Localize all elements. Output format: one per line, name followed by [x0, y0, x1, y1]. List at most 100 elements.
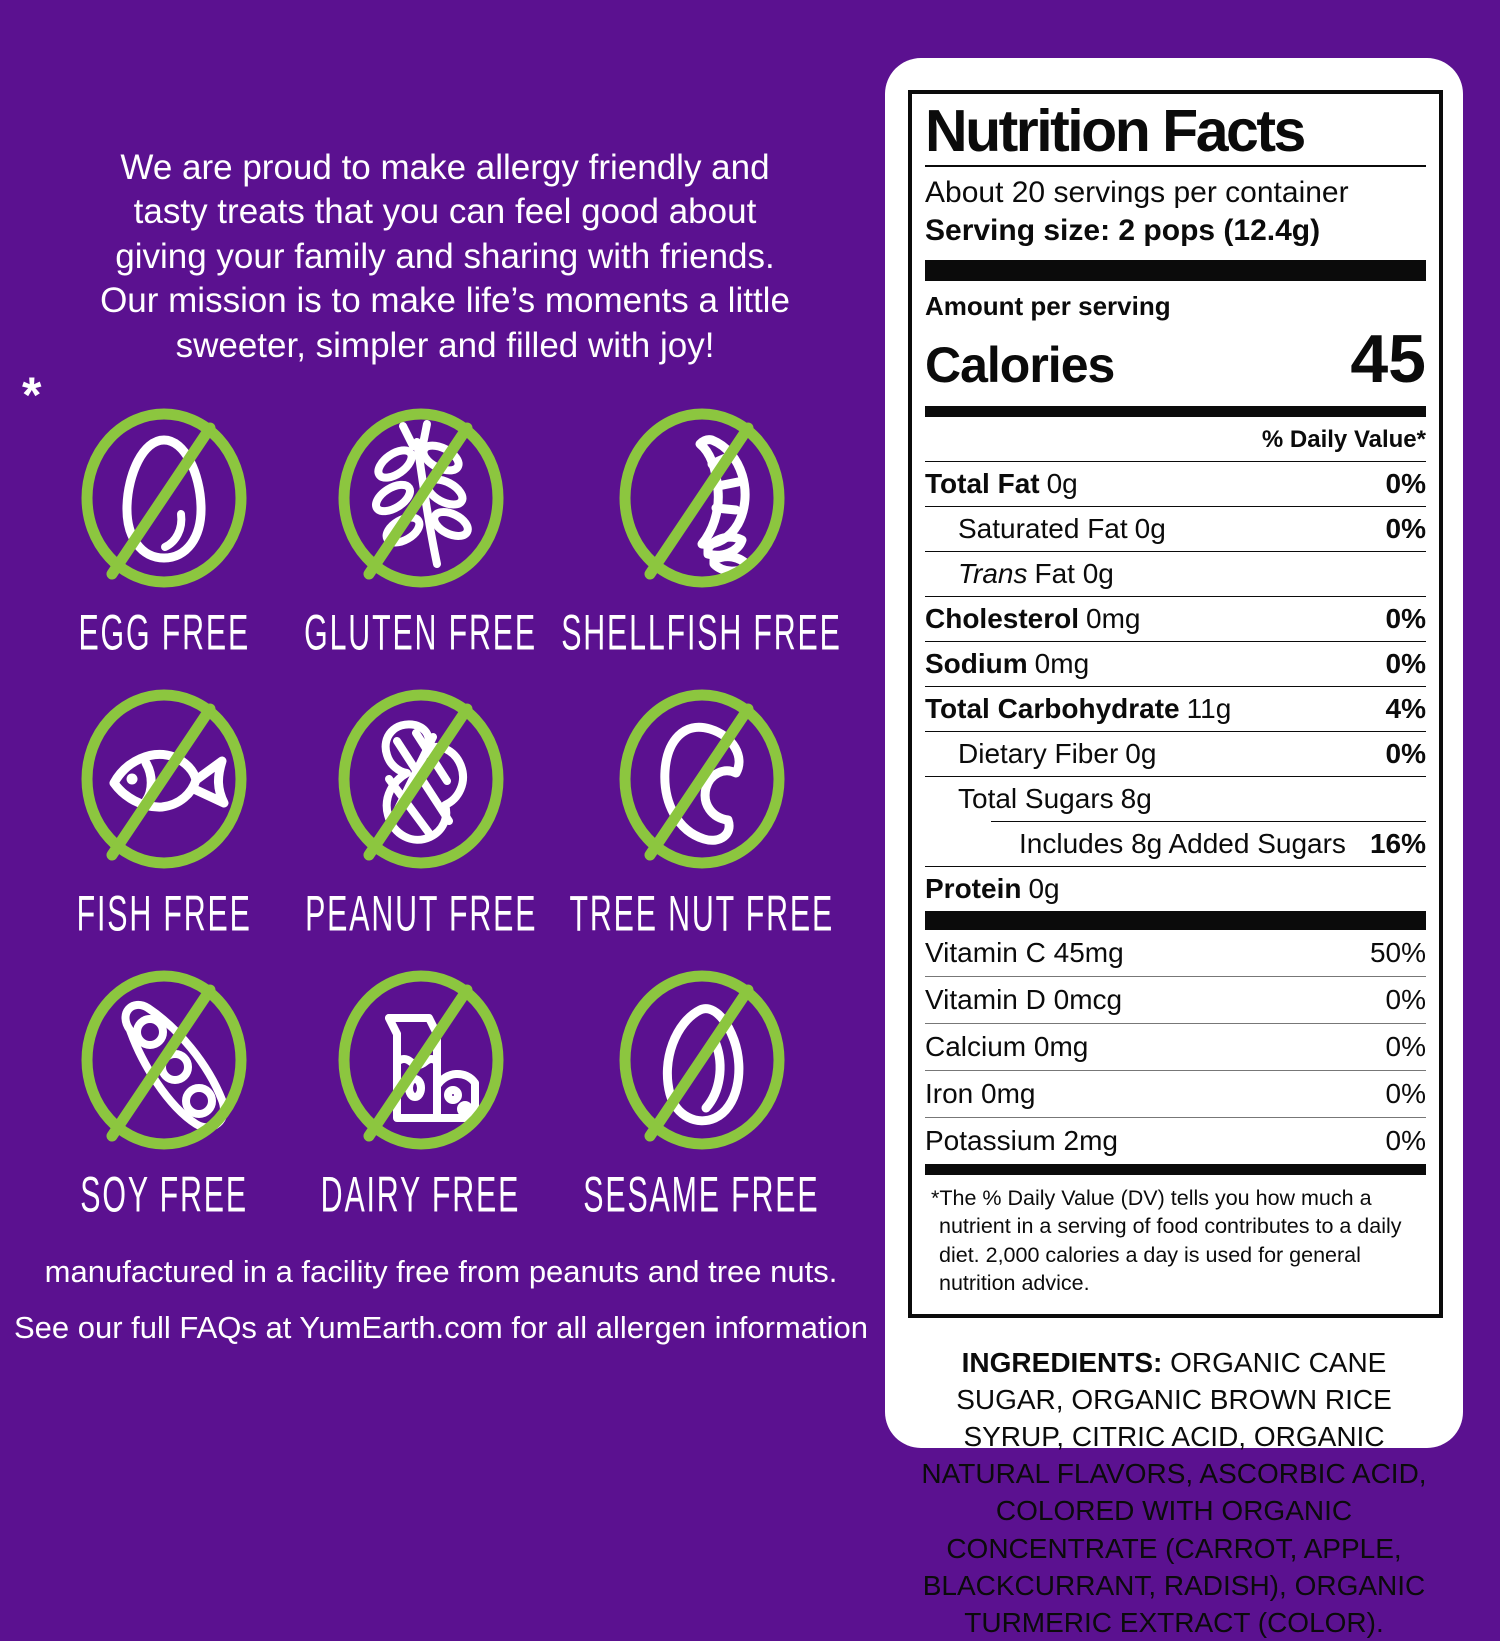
calories-row: Calories 45 — [925, 320, 1426, 406]
ingredients-text: ORGANIC CANE SUGAR, ORGANIC BROWN RICE S… — [921, 1347, 1426, 1639]
brand-mission-text: We are proud to make allergy friendly an… — [42, 146, 848, 368]
allergen-label: GLUTEN FREE — [304, 604, 537, 662]
mission-line-1: We are proud to make allergy friendly an… — [42, 146, 848, 190]
facility-note-line-2: See our full FAQs at YumEarth.com for al… — [0, 1300, 882, 1356]
vitamin-name: Potassium 2mg — [925, 1125, 1118, 1157]
soy-free-icon — [74, 968, 254, 1158]
nutrient-row-dietary-fiber: Dietary Fiber 0g 0% — [925, 731, 1426, 776]
vitamin-dv: 50% — [1370, 937, 1426, 969]
allergen-label: TREE NUT FREE — [569, 885, 834, 943]
nutrient-amount: 0g — [1047, 468, 1078, 500]
divider-bar-medium — [925, 406, 1426, 417]
nutrient-row-cholesterol: Cholesterol 0mg 0% — [925, 596, 1426, 641]
shellfish-free-icon — [612, 406, 792, 596]
mission-line-5: sweeter, simpler and filled with joy! — [42, 324, 848, 368]
nutrient-dv: 4% — [1386, 693, 1426, 725]
divider-bar-medium — [925, 1164, 1426, 1175]
nutrient-row-sodium: Sodium 0mg 0% — [925, 641, 1426, 686]
nutrient-amount: 8g — [1121, 783, 1152, 815]
allergen-label: SESAME FREE — [583, 1166, 819, 1224]
nutrient-row-added-sugars: Includes 8g Added Sugars 16% — [991, 821, 1426, 866]
allergen-label: PEANUT FREE — [305, 885, 537, 943]
vitamin-dv: 0% — [1386, 1125, 1426, 1157]
vitamin-name: Vitamin C 45mg — [925, 937, 1124, 969]
package-back-panel: { "colors": { "purple": "#5B1190", "gree… — [0, 0, 1500, 1500]
daily-value-header: % Daily Value* — [925, 417, 1426, 461]
divider-bar-thick — [925, 911, 1426, 930]
vitamin-row-vitamin-c: Vitamin C 45mg 50% — [925, 930, 1426, 976]
allergen-peanut-free: PEANUT FREE — [295, 687, 547, 923]
facility-note: manufactured in a facility free from pea… — [0, 1244, 882, 1356]
amount-per-serving: Amount per serving — [925, 281, 1426, 322]
vitamin-row-iron: Iron 0mg 0% — [925, 1070, 1426, 1117]
nutrient-name: Sodium — [925, 648, 1028, 680]
nutrition-panel: Nutrition Facts About 20 servings per co… — [885, 58, 1463, 1448]
calories-value: 45 — [1350, 320, 1426, 398]
allergen-label: DAIRY FREE — [321, 1166, 520, 1224]
daily-value-footnote: *The % Daily Value (DV) tells you how mu… — [925, 1175, 1426, 1302]
allergen-label: SHELLFISH FREE — [561, 604, 842, 662]
sesame-free-icon — [612, 968, 792, 1158]
nutrition-facts-title: Nutrition Facts — [925, 94, 1426, 167]
nutrient-amount: 0mg — [1086, 603, 1140, 635]
mission-line-3: giving your family and sharing with frie… — [42, 235, 848, 279]
allergen-label: FISH FREE — [77, 885, 252, 943]
vitamin-row-potassium: Potassium 2mg 0% — [925, 1117, 1426, 1164]
nutrient-name: Includes 8g Added Sugars — [1019, 828, 1346, 860]
nutrient-name: Protein — [925, 873, 1021, 905]
vitamin-name: Iron 0mg — [925, 1078, 1036, 1110]
tree-nut-free-icon — [612, 687, 792, 877]
allergen-shellfish-free: SHELLFISH FREE — [549, 406, 854, 642]
allergen-fish-free: FISH FREE — [69, 687, 259, 923]
allergen-label: EGG FREE — [78, 604, 250, 662]
nutrient-dv: 0% — [1386, 603, 1426, 635]
nutrient-amount: 0mg — [1035, 648, 1089, 680]
allergen-soy-free: SOY FREE — [73, 968, 255, 1204]
vitamin-name: Vitamin D 0mcg — [925, 984, 1122, 1016]
nutrient-amount: 11g — [1187, 693, 1232, 725]
ingredients-statement: INGREDIENTS: ORGANIC CANE SUGAR, ORGANIC… — [914, 1344, 1434, 1641]
vitamin-dv: 0% — [1386, 984, 1426, 1016]
nutrient-row-protein: Protein 0g — [925, 866, 1426, 911]
nutrient-amount: 0g — [1125, 738, 1156, 770]
nutrient-name: Cholesterol — [925, 603, 1079, 635]
vitamin-dv: 0% — [1386, 1078, 1426, 1110]
vitamin-row-vitamin-d: Vitamin D 0mcg 0% — [925, 976, 1426, 1023]
dairy-free-icon — [331, 968, 511, 1158]
nutrient-row-trans-fat: Trans Fat 0g — [925, 551, 1426, 596]
vitamin-dv: 0% — [1386, 1031, 1426, 1063]
allergen-tree-nut-free: TREE NUT FREE — [558, 687, 846, 923]
allergen-grid: EGG FREE GLUTEN FREE — [36, 406, 854, 1204]
nutrient-amount: 0g — [1135, 513, 1166, 545]
nutrient-dv: 0% — [1386, 738, 1426, 770]
divider-bar-thick — [925, 260, 1426, 281]
allergen-gluten-free: GLUTEN FREE — [294, 406, 547, 642]
nutrient-name: Saturated Fat — [958, 513, 1128, 545]
allergen-dairy-free: DAIRY FREE — [312, 968, 529, 1204]
nutrient-dv: 0% — [1386, 468, 1426, 500]
allergen-sesame-free: SESAME FREE — [573, 968, 830, 1204]
servings-per-container: About 20 servings per container — [925, 167, 1426, 210]
nutrient-row-total-carbohydrate: Total Carbohydrate 11g 4% — [925, 686, 1426, 731]
mission-line-2: tasty treats that you can feel good abou… — [42, 190, 848, 234]
nutrient-amount: Fat 0g — [1035, 558, 1114, 590]
serving-size: Serving size: 2 pops (12.4g) — [925, 210, 1426, 260]
nutrient-name: Dietary Fiber — [958, 738, 1118, 770]
mission-line-4: Our mission is to make life’s moments a … — [42, 279, 848, 323]
nutrient-name: Total Carbohydrate — [925, 693, 1180, 725]
nutrient-dv: 16% — [1370, 828, 1426, 860]
nutrient-name: Trans — [958, 558, 1028, 590]
vitamin-name: Calcium 0mg — [925, 1031, 1088, 1063]
facility-note-line-1: manufactured in a facility free from pea… — [0, 1244, 882, 1300]
nutrient-row-saturated-fat: Saturated Fat 0g 0% — [925, 506, 1426, 551]
calories-label: Calories — [925, 336, 1114, 394]
nutrient-name: Total Sugars — [958, 783, 1114, 815]
fish-free-icon — [74, 687, 254, 877]
vitamin-row-calcium: Calcium 0mg 0% — [925, 1023, 1426, 1070]
nutrient-row-total-sugars: Total Sugars 8g — [925, 776, 1426, 821]
nutrient-amount: 0g — [1028, 873, 1059, 905]
nutrition-facts-label: Nutrition Facts About 20 servings per co… — [908, 90, 1443, 1318]
nutrient-row-total-fat: Total Fat 0g 0% — [925, 461, 1426, 506]
peanut-free-icon — [331, 687, 511, 877]
gluten-free-icon — [331, 406, 511, 596]
